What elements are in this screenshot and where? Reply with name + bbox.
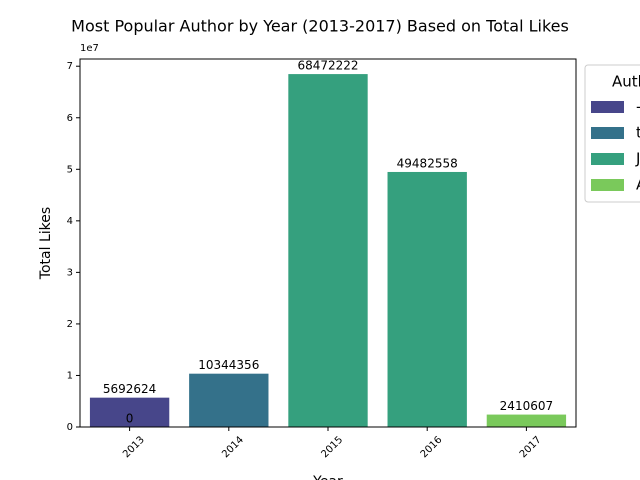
data-label: 2410607 bbox=[500, 399, 553, 413]
bar bbox=[189, 373, 269, 427]
x-tick-label: 2014 bbox=[220, 434, 246, 460]
x-axis-label: Year bbox=[312, 474, 343, 480]
legend-swatch bbox=[591, 101, 624, 113]
legend-label: A bbox=[636, 176, 640, 194]
legend-label: t bbox=[636, 124, 640, 142]
data-label: 10344356 bbox=[198, 358, 259, 372]
legend-swatch bbox=[591, 153, 624, 165]
x-tick-label: 2016 bbox=[419, 434, 445, 460]
axes-frame bbox=[79, 58, 577, 428]
y-tick-label: 3 bbox=[67, 267, 73, 278]
bar bbox=[486, 414, 567, 427]
x-tick-label: 2013 bbox=[121, 434, 147, 460]
legend-title: Author bbox=[612, 73, 640, 91]
legend-label: J bbox=[635, 150, 640, 168]
data-label: 49482558 bbox=[397, 156, 458, 170]
data-label: 68472222 bbox=[297, 59, 358, 73]
data-label: 0 bbox=[126, 412, 134, 426]
y-offset-label: 1e7 bbox=[80, 43, 99, 54]
data-label: 5692624 bbox=[103, 382, 156, 396]
legend-label: - bbox=[636, 98, 640, 116]
legend-swatch bbox=[591, 127, 624, 139]
y-tick-label: 0 bbox=[67, 422, 73, 433]
x-tick-label: 2017 bbox=[518, 434, 544, 460]
y-tick-label: 6 bbox=[67, 113, 73, 124]
bar bbox=[387, 171, 467, 427]
bar bbox=[288, 74, 368, 427]
y-tick-label: 5 bbox=[67, 164, 73, 175]
chart-title: Most Popular Author by Year (2013-2017) … bbox=[71, 17, 569, 36]
y-axis-label: Total Likes bbox=[38, 207, 54, 280]
legend: Author - tJA bbox=[584, 64, 640, 203]
y-tick-label: 4 bbox=[67, 216, 73, 227]
bar bbox=[89, 397, 170, 427]
legend-swatch bbox=[591, 179, 624, 191]
x-tick-label: 2015 bbox=[319, 434, 345, 460]
y-tick-label: 2 bbox=[67, 319, 73, 330]
y-tick-label: 7 bbox=[67, 61, 73, 72]
y-tick-label: 1 bbox=[67, 370, 73, 381]
